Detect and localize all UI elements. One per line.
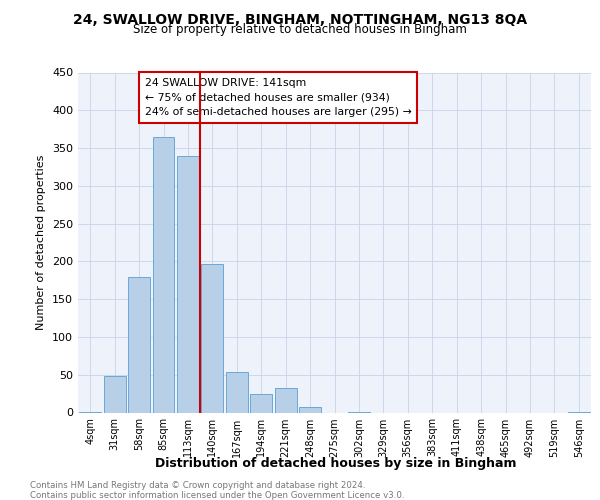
Bar xyxy=(275,388,296,412)
Bar xyxy=(104,376,125,412)
Bar xyxy=(152,136,175,412)
Text: Contains public sector information licensed under the Open Government Licence v3: Contains public sector information licen… xyxy=(30,491,404,500)
Bar xyxy=(177,156,199,412)
Text: Size of property relative to detached houses in Bingham: Size of property relative to detached ho… xyxy=(133,22,467,36)
Text: 24, SWALLOW DRIVE, BINGHAM, NOTTINGHAM, NG13 8QA: 24, SWALLOW DRIVE, BINGHAM, NOTTINGHAM, … xyxy=(73,12,527,26)
Text: Contains HM Land Registry data © Crown copyright and database right 2024.: Contains HM Land Registry data © Crown c… xyxy=(30,481,365,490)
Bar xyxy=(226,372,248,412)
Text: Distribution of detached houses by size in Bingham: Distribution of detached houses by size … xyxy=(155,458,517,470)
Bar xyxy=(128,278,150,412)
Text: 24 SWALLOW DRIVE: 141sqm
← 75% of detached houses are smaller (934)
24% of semi-: 24 SWALLOW DRIVE: 141sqm ← 75% of detach… xyxy=(145,78,412,117)
Y-axis label: Number of detached properties: Number of detached properties xyxy=(37,155,46,330)
Bar xyxy=(250,394,272,412)
Bar xyxy=(299,407,321,412)
Bar xyxy=(202,264,223,412)
